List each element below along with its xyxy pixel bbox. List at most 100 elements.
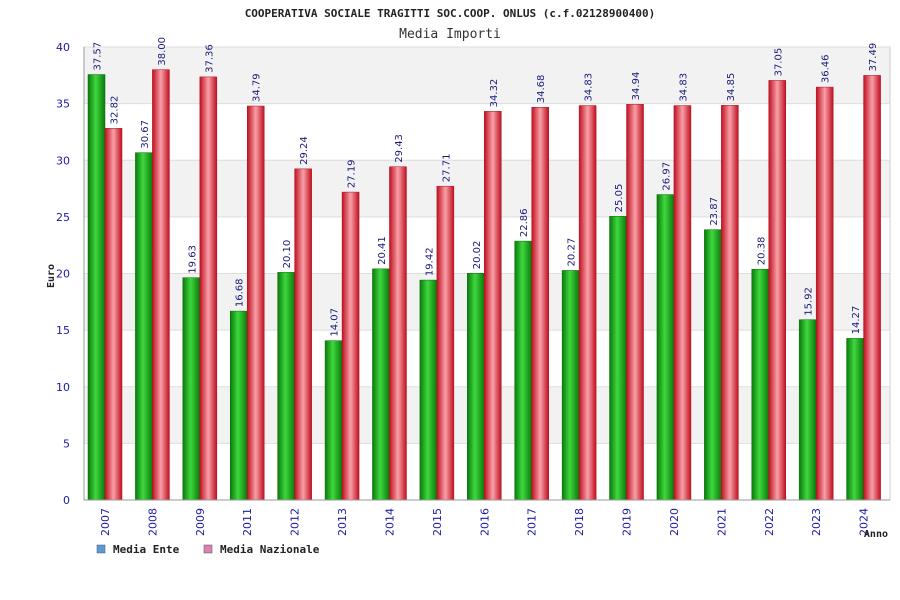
bar-media-nazionale [578, 105, 597, 501]
value-label: 36.46 [821, 54, 832, 83]
value-label: 29.43 [394, 134, 405, 163]
legend-label: Media Nazionale [220, 543, 320, 556]
x-tick-label: 2011 [241, 508, 254, 536]
bar-media-ente [372, 268, 390, 501]
value-label: 20.27 [567, 238, 578, 267]
bar-media-nazionale [341, 191, 360, 501]
bar-media-ente [798, 319, 817, 501]
x-tick-label: 2008 [146, 508, 159, 536]
value-label: 34.32 [489, 79, 500, 108]
legend-label: Media Ente [113, 543, 180, 556]
bar-media-ente [324, 340, 343, 501]
bar-media-nazionale [768, 80, 787, 501]
legend-item: Media Ente [96, 543, 180, 556]
value-label: 34.83 [678, 73, 689, 102]
bar-media-ente [277, 272, 295, 501]
bar-media-nazionale [104, 128, 123, 501]
value-label: 19.42 [424, 247, 435, 276]
value-label: 34.79 [252, 73, 263, 102]
y-tick-label: 10 [56, 381, 70, 394]
bar-media-ente [182, 277, 201, 501]
x-tick-label: 2012 [289, 508, 302, 536]
x-tick-label: 2021 [715, 508, 728, 536]
value-label: 38.00 [157, 37, 168, 66]
x-tick-label: 2017 [526, 508, 539, 536]
x-axis-ticks: 2007 2008 2009 2011 2012 2013 2014 2015 2016 2017… [99, 508, 871, 536]
y-tick-label: 30 [56, 154, 70, 167]
bar-media-nazionale [246, 105, 265, 501]
value-label: 26.97 [661, 162, 672, 191]
value-label: 22.86 [519, 208, 530, 237]
legend-swatch [203, 544, 213, 554]
chart-title: COOPERATIVA SOCIALE TRAGITTI SOC.COOP. O… [245, 7, 656, 20]
value-label: 34.94 [631, 72, 642, 101]
bar-media-ente [419, 279, 438, 501]
x-tick-label: 2020 [668, 508, 681, 536]
value-label: 27.71 [441, 154, 452, 183]
x-tick-label: 2024 [858, 508, 871, 536]
value-label: 32.82 [110, 96, 121, 125]
value-label: 14.07 [330, 308, 341, 337]
y-tick-label: 35 [56, 98, 70, 111]
value-label: 37.36 [204, 44, 215, 73]
y-axis-ticks: 0 5 10 15 20 25 30 35 40 [56, 41, 70, 507]
plot-band [84, 47, 890, 104]
value-label: 29.24 [299, 136, 310, 165]
bar-media-ente [135, 152, 153, 501]
bar-media-nazionale [389, 166, 407, 501]
value-label: 37.05 [773, 48, 784, 77]
bar-media-nazionale [199, 76, 218, 501]
value-label: 23.87 [709, 197, 720, 226]
bars [87, 69, 881, 501]
value-labels: 37.57 32.82 30.67 38.00 19.63 37.36 16.68 34.79… [93, 37, 880, 337]
chart-subtitle: Media Importi [399, 27, 501, 42]
value-label: 20.38 [756, 237, 767, 266]
bar-media-nazionale [673, 105, 692, 501]
value-label: 37.49 [868, 43, 879, 72]
value-label: 25.05 [614, 184, 625, 213]
value-label: 14.27 [851, 306, 862, 335]
bar-media-nazionale [626, 104, 644, 501]
x-tick-label: 2023 [810, 508, 823, 536]
bar-media-ente [609, 216, 627, 501]
bar-media-ente [87, 74, 106, 501]
x-tick-label: 2018 [573, 508, 586, 536]
bar-media-nazionale [721, 105, 739, 501]
value-label: 34.83 [584, 73, 595, 102]
bar-media-nazionale [152, 69, 170, 501]
x-axis-label: Anno [864, 529, 888, 540]
y-tick-label: 15 [56, 324, 70, 337]
bar-media-nazionale [863, 75, 881, 501]
value-label: 20.10 [282, 240, 293, 269]
bar-media-ente [514, 240, 532, 501]
bar-media-ente [467, 273, 485, 501]
bar-media-ente [656, 194, 675, 501]
y-tick-label: 25 [56, 211, 70, 224]
bar-media-ente [561, 270, 580, 501]
legend: Media Ente Media Nazionale [96, 543, 320, 556]
y-tick-label: 5 [63, 437, 70, 450]
bar-media-nazionale [294, 168, 312, 501]
legend-swatch [96, 544, 106, 554]
y-axis-label: Euro [46, 264, 57, 288]
value-label: 27.19 [347, 159, 358, 188]
x-tick-label: 2022 [763, 508, 776, 536]
x-tick-label: 2016 [478, 508, 491, 536]
value-label: 34.68 [536, 75, 547, 104]
value-label: 15.92 [804, 287, 815, 316]
x-tick-label: 2007 [99, 508, 112, 536]
value-label: 16.68 [235, 278, 246, 307]
value-label: 19.63 [187, 245, 198, 274]
x-tick-label: 2009 [194, 508, 207, 536]
value-label: 34.85 [726, 73, 737, 102]
bar-media-nazionale [484, 111, 502, 501]
y-tick-label: 0 [63, 494, 70, 507]
bar-media-nazionale [815, 86, 834, 501]
value-label: 37.57 [93, 42, 104, 71]
value-label: 20.41 [377, 236, 388, 265]
value-label: 30.67 [140, 120, 151, 149]
value-label: 20.02 [472, 241, 483, 270]
bar-media-nazionale [436, 185, 455, 501]
y-tick-label: 40 [56, 41, 70, 54]
